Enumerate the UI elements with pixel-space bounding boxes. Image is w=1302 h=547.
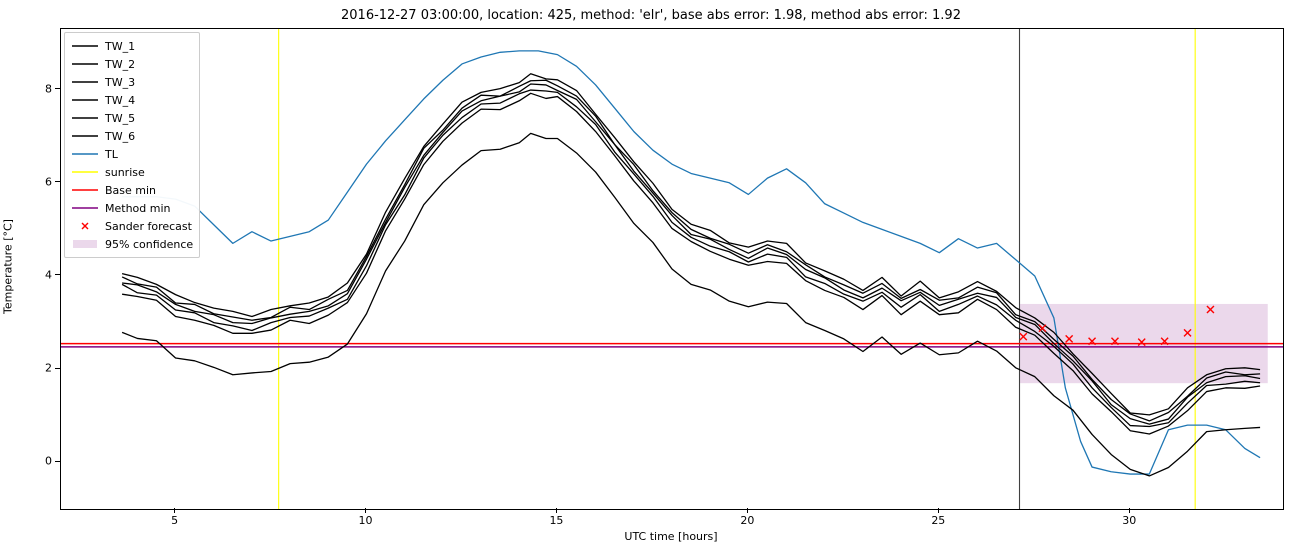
y-tick-mark <box>55 274 60 275</box>
legend-label: Base min <box>105 184 156 197</box>
legend-swatch <box>71 76 99 88</box>
x-tick-mark <box>556 508 557 513</box>
legend-label: sunrise <box>105 166 145 179</box>
legend-swatch <box>71 130 99 142</box>
legend-entry: TW_3 <box>71 73 193 91</box>
legend-entry: TW_5 <box>71 109 193 127</box>
legend-label: TW_4 <box>105 94 135 107</box>
legend-swatch <box>71 238 99 250</box>
legend-swatch <box>71 58 99 70</box>
y-tick-mark <box>55 181 60 182</box>
figure: 2016-12-27 03:00:00, location: 425, meth… <box>0 0 1302 547</box>
y-tick-label: 6 <box>45 175 52 188</box>
legend-swatch <box>71 184 99 196</box>
x-tick-mark <box>174 508 175 513</box>
x-tick-mark <box>747 508 748 513</box>
legend-entry: TW_4 <box>71 91 193 109</box>
y-tick-mark <box>55 88 60 89</box>
legend-swatch <box>71 112 99 124</box>
legend-swatch <box>71 202 99 214</box>
legend-label: TW_5 <box>105 112 135 125</box>
legend-label: TL <box>105 148 118 161</box>
y-tick-label: 0 <box>45 455 52 468</box>
x-tick-mark <box>1129 508 1130 513</box>
legend-entry: 95% confidence <box>71 235 193 253</box>
legend-entry: Sander forecast <box>71 217 193 235</box>
chart-title: 2016-12-27 03:00:00, location: 425, meth… <box>0 8 1302 23</box>
x-tick-label: 10 <box>359 514 373 527</box>
x-tick-label: 15 <box>549 514 563 527</box>
plot-svg <box>61 29 1283 509</box>
x-tick-mark <box>365 508 366 513</box>
x-tick-label: 5 <box>171 514 178 527</box>
legend-entry: Method min <box>71 199 193 217</box>
x-tick-label: 20 <box>740 514 754 527</box>
legend-entry: sunrise <box>71 163 193 181</box>
y-tick-mark <box>55 368 60 369</box>
x-axis-label: UTC time [hours] <box>611 530 731 543</box>
legend-swatch <box>71 94 99 106</box>
legend-entry: TW_6 <box>71 127 193 145</box>
legend-entry: Base min <box>71 181 193 199</box>
legend-swatch <box>71 148 99 160</box>
legend-label: TW_1 <box>105 40 135 53</box>
legend-swatch <box>71 166 99 178</box>
legend-swatch <box>71 40 99 52</box>
y-tick-mark <box>55 461 60 462</box>
legend-label: TW_2 <box>105 58 135 71</box>
legend-entry: TW_2 <box>71 55 193 73</box>
legend-label: Method min <box>105 202 171 215</box>
tl-line <box>122 51 1260 474</box>
y-tick-label: 4 <box>45 268 52 281</box>
legend-label: Sander forecast <box>105 220 192 233</box>
y-tick-label: 8 <box>45 82 52 95</box>
legend-label: TW_3 <box>105 76 135 89</box>
legend-label: TW_6 <box>105 130 135 143</box>
legend-entry: TL <box>71 145 193 163</box>
x-tick-label: 25 <box>931 514 945 527</box>
y-axis-label: Temperature [°C] <box>2 197 15 337</box>
axes-area <box>60 28 1284 510</box>
legend: TW_1 TW_2 TW_3 TW_4 TW_5 TW_6 TL sunrise Base mi… <box>64 32 200 258</box>
x-tick-mark <box>938 508 939 513</box>
legend-swatch <box>71 220 99 232</box>
y-tick-label: 2 <box>45 362 52 375</box>
x-tick-label: 30 <box>1122 514 1136 527</box>
legend-label: 95% confidence <box>105 238 193 251</box>
legend-entry: TW_1 <box>71 37 193 55</box>
